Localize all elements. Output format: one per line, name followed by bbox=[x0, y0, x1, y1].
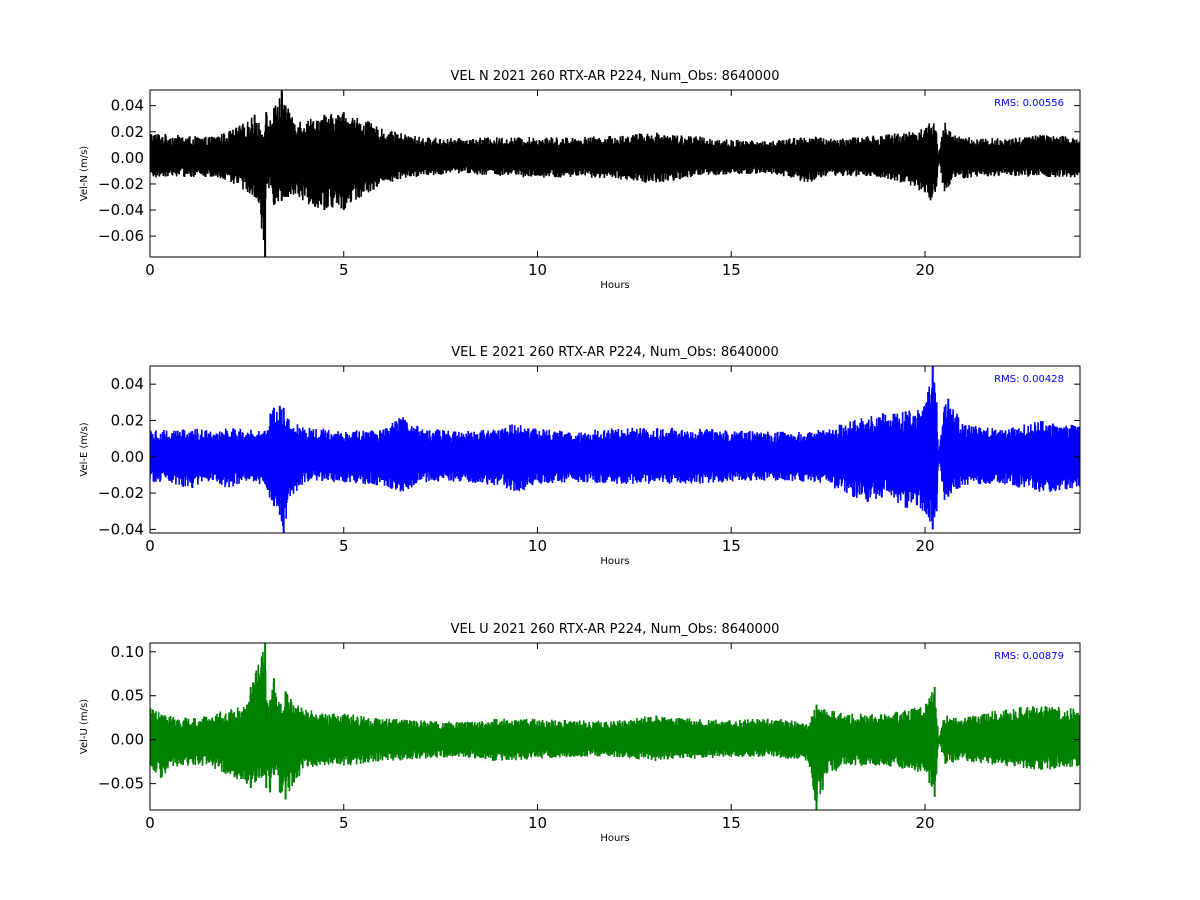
vel-u-y-tick-label: 0.10 bbox=[111, 643, 144, 661]
vel-n-y-tick-label: 0.02 bbox=[111, 123, 144, 141]
vel-n-y-tick-label: −0.02 bbox=[98, 175, 144, 193]
vel-u-series-line bbox=[150, 651, 1080, 802]
vel-u-rms-annotation: RMS: 0.00879 bbox=[994, 651, 1064, 662]
vel-e-y-tick-label: −0.04 bbox=[98, 520, 144, 538]
vel-u-x-tick-label: 20 bbox=[915, 814, 934, 832]
vel-e-y-tick-label: 0.02 bbox=[111, 411, 144, 429]
vel-u-y-tick-label: 0.05 bbox=[111, 687, 144, 705]
vel-e-x-tick-label: 5 bbox=[339, 537, 349, 555]
vel-u-y-tick-label: 0.00 bbox=[111, 731, 144, 749]
vel-n-y-tick-label: −0.04 bbox=[98, 201, 144, 219]
vel-u-y-axis-label: Vel-U (m/s) bbox=[79, 699, 90, 754]
vel-n-y-tick-label: −0.06 bbox=[98, 227, 144, 245]
vel-e-rms-annotation: RMS: 0.00428 bbox=[994, 374, 1064, 385]
vel-n-x-tick-label: 15 bbox=[722, 261, 741, 279]
vel-n-rms-annotation: RMS: 0.00556 bbox=[994, 98, 1064, 109]
vel-n-panel: VEL N 2021 260 RTX-AR P224, Num_Obs: 864… bbox=[79, 69, 1081, 291]
vel-u-panel: VEL U 2021 260 RTX-AR P224, Num_Obs: 864… bbox=[79, 622, 1081, 844]
vel-n-title: VEL N 2021 260 RTX-AR P224, Num_Obs: 864… bbox=[451, 69, 780, 84]
vel-e-x-axis-label: Hours bbox=[600, 556, 629, 567]
vel-e-y-tick-label: 0.00 bbox=[111, 448, 144, 466]
vel-e-y-tick-label: 0.04 bbox=[111, 375, 144, 393]
vel-e-x-tick-label: 10 bbox=[528, 537, 547, 555]
vel-n-series-line bbox=[150, 92, 1080, 243]
vel-n-x-axis-label: Hours bbox=[600, 280, 629, 291]
vel-n-y-tick-label: 0.00 bbox=[111, 149, 144, 167]
vel-e-x-tick-label: 20 bbox=[915, 537, 934, 555]
vel-u-x-tick-label: 5 bbox=[339, 814, 349, 832]
vel-u-axes-frame bbox=[149, 642, 1081, 811]
vel-n-axes-frame bbox=[149, 89, 1081, 258]
vel-u-title: VEL U 2021 260 RTX-AR P224, Num_Obs: 864… bbox=[451, 622, 780, 637]
vel-u-x-tick-label: 10 bbox=[528, 814, 547, 832]
vel-n-x-tick-label: 5 bbox=[339, 261, 349, 279]
vel-n-x-tick-label: 0 bbox=[145, 261, 155, 279]
vel-e-x-tick-label: 0 bbox=[145, 537, 155, 555]
vel-u-x-tick-label: 0 bbox=[145, 814, 155, 832]
vel-e-panel: VEL E 2021 260 RTX-AR P224, Num_Obs: 864… bbox=[79, 345, 1081, 567]
vel-n-x-tick-label: 20 bbox=[915, 261, 934, 279]
vel-e-y-axis-label: Vel-E (m/s) bbox=[79, 422, 90, 476]
vel-n-y-axis-label: Vel-N (m/s) bbox=[79, 146, 90, 201]
vel-n-x-tick-label: 10 bbox=[528, 261, 547, 279]
vel-e-y-tick-label: −0.02 bbox=[98, 484, 144, 502]
vel-u-x-tick-label: 15 bbox=[722, 814, 741, 832]
vel-e-x-tick-label: 15 bbox=[722, 537, 741, 555]
vel-u-y-tick-label: −0.05 bbox=[98, 775, 144, 793]
vel-u-x-axis-label: Hours bbox=[600, 833, 629, 844]
vel-e-axes-frame bbox=[149, 365, 1081, 534]
vel-n-y-tick-label: 0.04 bbox=[111, 97, 144, 115]
vel-e-title: VEL E 2021 260 RTX-AR P224, Num_Obs: 864… bbox=[451, 345, 778, 360]
